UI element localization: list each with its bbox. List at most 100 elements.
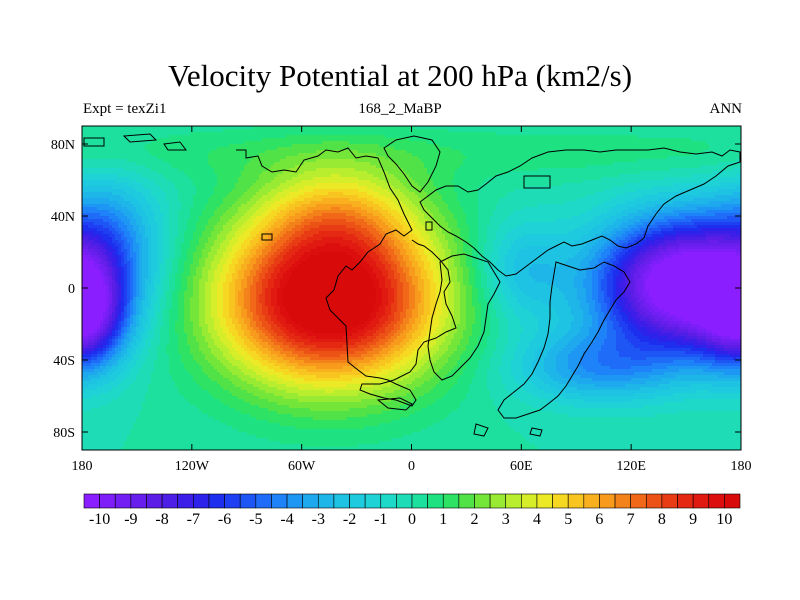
field-cell [109,171,113,175]
field-cell [334,159,338,163]
field-cell [652,150,656,154]
field-cell [241,153,245,157]
field-cell [673,162,677,166]
field-cell [106,192,110,196]
field-cell [454,135,458,139]
field-cell [256,132,260,136]
field-cell [739,177,741,181]
field-cell [403,144,407,148]
field-cell [421,171,425,175]
field-cell [346,189,350,193]
field-cell [316,174,320,178]
field-cell [115,192,119,196]
field-cell [421,162,425,166]
field-cell [103,180,107,184]
field-cell [358,147,362,151]
field-cell [361,153,365,157]
field-cell [190,138,194,142]
field-cell [130,165,134,169]
field-cell [301,156,305,160]
field-cell [424,177,428,181]
field-cell [247,174,251,178]
field-cell [601,144,605,148]
field-cell [403,192,407,196]
field-cell [640,174,644,178]
field-cell [514,162,518,166]
field-cell [301,162,305,166]
field-cell [547,168,551,172]
field-cell [367,141,371,145]
field-cell [526,162,530,166]
field-cell [121,186,125,190]
field-cell [280,153,284,157]
field-cell [433,150,437,154]
field-cell [463,132,467,136]
field-cell [169,165,173,169]
field-cell [82,162,86,166]
field-cell [310,162,314,166]
field-cell [700,147,704,151]
field-cell [163,150,167,154]
field-cell [268,174,272,178]
field-cell [592,153,596,157]
field-cell [139,147,143,151]
field-cell [430,159,434,163]
field-cell [199,153,203,157]
field-cell [142,129,146,133]
field-cell [238,186,242,190]
field-cell [214,165,218,169]
field-cell [109,192,113,196]
field-cell [607,165,611,169]
field-cell [421,174,425,178]
field-cell [367,162,371,166]
field-cell [301,159,305,163]
field-cell [262,156,266,160]
field-cell [622,171,626,175]
field-cell [307,159,311,163]
field-cell [601,180,605,184]
field-cell [676,138,680,142]
field-cell [616,162,620,166]
field-cell [193,126,197,130]
field-cell [298,147,302,151]
field-cell [397,150,401,154]
field-cell [97,192,101,196]
field-cell [679,180,683,184]
field-cell [262,126,266,130]
field-cell [349,174,353,178]
field-cell [334,147,338,151]
field-cell [517,177,521,181]
field-cell [307,156,311,160]
field-cell [100,126,104,130]
field-cell [634,162,638,166]
field-cell [538,168,542,172]
field-cell [733,159,737,163]
field-cell [526,144,530,148]
field-cell [652,189,656,193]
field-cell [187,174,191,178]
field-cell [94,138,98,142]
field-cell [739,162,741,166]
field-cell [250,153,254,157]
field-cell [91,126,95,130]
field-cell [169,138,173,142]
field-cell [577,183,581,187]
field-cell [709,126,713,130]
field-cell [250,162,254,166]
field-cell [724,150,728,154]
field-cell [673,141,677,145]
field-cell [283,171,287,175]
field-cell [376,144,380,148]
field-cell [724,177,728,181]
field-cell [271,192,275,196]
field-cell [703,168,707,172]
field-cell [133,132,137,136]
field-cell [115,177,119,181]
field-cell [199,129,203,133]
field-cell [433,132,437,136]
field-cell [178,156,182,160]
field-cell [550,156,554,160]
field-cell [433,138,437,142]
field-cell [577,189,581,193]
field-cell [157,126,161,130]
